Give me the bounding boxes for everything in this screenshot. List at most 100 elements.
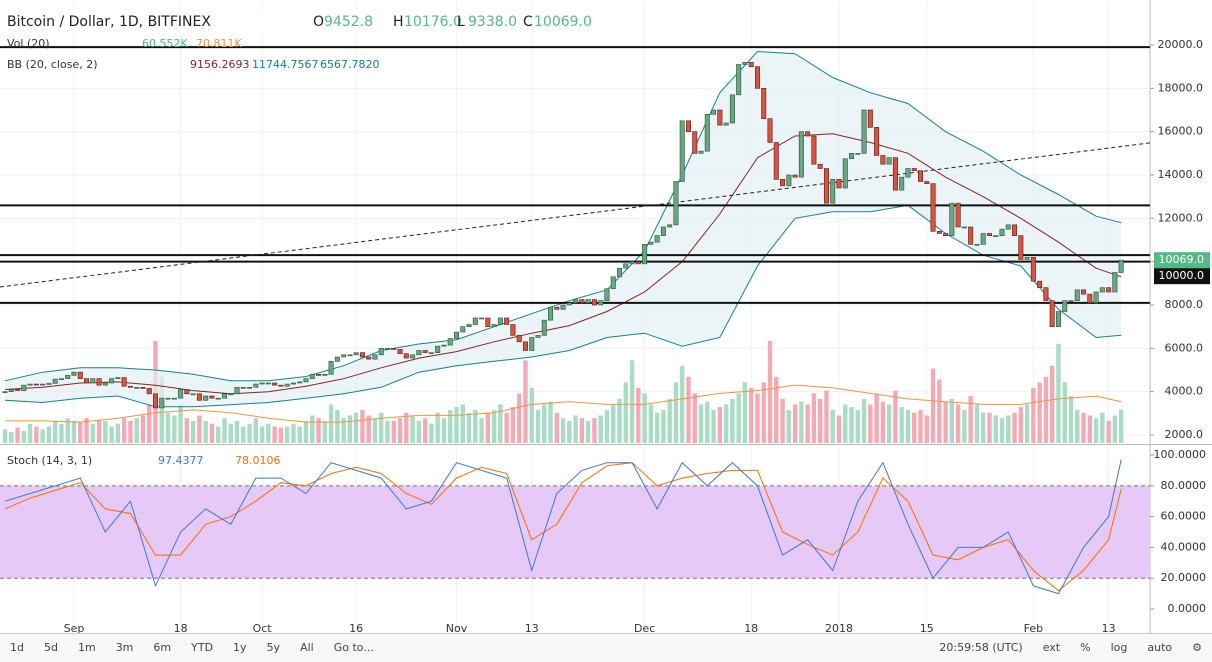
toolbar-button[interactable]: 1m	[77, 641, 96, 654]
volume-bar	[84, 418, 89, 443]
volume-bar	[567, 420, 572, 443]
toolbar-button[interactable]: Go to...	[333, 641, 374, 654]
volume-bar	[880, 401, 886, 443]
y-tick-label: 80.0000	[1161, 479, 1207, 492]
volume-bar	[1018, 407, 1024, 443]
volume-bar	[1006, 415, 1011, 443]
candle-body	[704, 114, 710, 152]
toolbar-button[interactable]: %	[1080, 641, 1091, 654]
volume-bar	[673, 382, 679, 443]
toolbar-button[interactable]: auto	[1147, 641, 1173, 654]
toolbar-button[interactable]: 1y	[233, 641, 247, 654]
volume-bar	[27, 423, 33, 443]
volume-bar	[259, 426, 265, 443]
volume-bar	[592, 418, 597, 443]
chart-title: Bitcoin / Dollar, 1D, BITFINEX	[7, 14, 211, 30]
volume-bar	[190, 420, 196, 443]
volume-bar	[1118, 409, 1124, 443]
volume-bar	[717, 407, 723, 443]
volume-bar	[924, 415, 929, 443]
settings-icon[interactable]: ⚙	[1192, 641, 1202, 654]
candle-body	[347, 354, 353, 357]
toolbar-button[interactable]: 5d	[43, 641, 58, 654]
toolbar-button[interactable]: 5y	[266, 641, 281, 654]
candle-body	[159, 397, 165, 409]
candle-body	[428, 352, 434, 354]
volume-bar	[353, 412, 359, 443]
volume-bar	[485, 412, 491, 443]
ohlc-value: 10176.0	[404, 14, 462, 30]
candle-body	[786, 174, 792, 187]
candle-body	[635, 261, 641, 265]
candle-body	[102, 382, 108, 386]
candle-body	[77, 371, 83, 379]
volume-bar	[441, 418, 447, 443]
volume-bar	[303, 420, 309, 443]
y-tick-label: 18000.0	[1158, 81, 1204, 94]
volume-bar	[347, 415, 353, 443]
volume-bar	[905, 409, 911, 443]
toolbar-button[interactable]: 6m	[153, 641, 172, 654]
y-tick-label: 60.0000	[1161, 510, 1207, 523]
volume-bar	[529, 387, 534, 443]
candle-body	[811, 135, 817, 165]
candle-body	[717, 109, 723, 126]
volume-bar	[372, 418, 378, 443]
candle-body	[472, 317, 478, 325]
bands-legend-value: 9156.2693	[190, 58, 250, 71]
volume-bar	[422, 418, 428, 443]
volume-bar	[736, 393, 741, 443]
volume-bar	[642, 393, 647, 443]
candle-body	[548, 306, 554, 321]
volume-bar	[140, 415, 146, 443]
y-tick-label: 20000.0	[1158, 38, 1204, 51]
candle-body	[2, 391, 8, 393]
y-tick-label: 20.0000	[1161, 571, 1207, 584]
toolbar-button[interactable]: All	[300, 641, 314, 654]
candle-body	[416, 350, 422, 356]
candle-body	[497, 317, 503, 325]
candle-body	[886, 157, 892, 165]
candle-body	[591, 299, 597, 306]
volume-bar	[886, 404, 892, 443]
ohlc-value: 9452.8	[324, 14, 373, 30]
candle-body	[8, 389, 14, 392]
candle-body	[679, 120, 685, 182]
candle-body	[993, 235, 999, 237]
toolbar-button[interactable]: 1d	[10, 641, 24, 654]
volume-bar	[974, 404, 980, 443]
candle-body	[234, 387, 240, 395]
candle-body	[930, 183, 936, 232]
candle-body	[566, 302, 572, 306]
volume-bar	[366, 415, 371, 443]
x-tick-label: Nov	[446, 622, 468, 635]
ohlc-key: H	[393, 14, 404, 30]
x-tick-label: 18	[174, 622, 188, 635]
volume-bar	[786, 409, 792, 443]
y-tick-label: 2000.0	[1165, 428, 1204, 441]
toolbar-button[interactable]: 3m	[115, 641, 134, 654]
candle-body	[52, 378, 58, 384]
volume-bar	[310, 415, 315, 443]
toolbar-button[interactable]: 20:59:58 (UTC)	[939, 641, 1023, 654]
volume-bar	[397, 418, 403, 443]
candle-body	[955, 202, 961, 228]
candle-body	[96, 378, 102, 386]
candle-body	[1081, 289, 1087, 295]
volume-bar	[109, 426, 114, 443]
volume-bar	[755, 393, 760, 443]
toolbar-button[interactable]: YTD	[191, 641, 214, 654]
candle-body	[610, 276, 616, 290]
toolbar-button[interactable]: log	[1110, 641, 1128, 654]
candle-body	[673, 181, 679, 226]
toolbar-button[interactable]: ext	[1042, 641, 1061, 654]
candle-body	[134, 387, 140, 389]
volume-bar	[59, 423, 64, 443]
y-tick-label: 14000.0	[1158, 168, 1204, 181]
candle-body	[391, 348, 397, 350]
volume-bar	[868, 404, 873, 443]
volume-bar	[962, 409, 967, 443]
volume-bar	[410, 415, 415, 443]
candle-body	[278, 384, 284, 387]
